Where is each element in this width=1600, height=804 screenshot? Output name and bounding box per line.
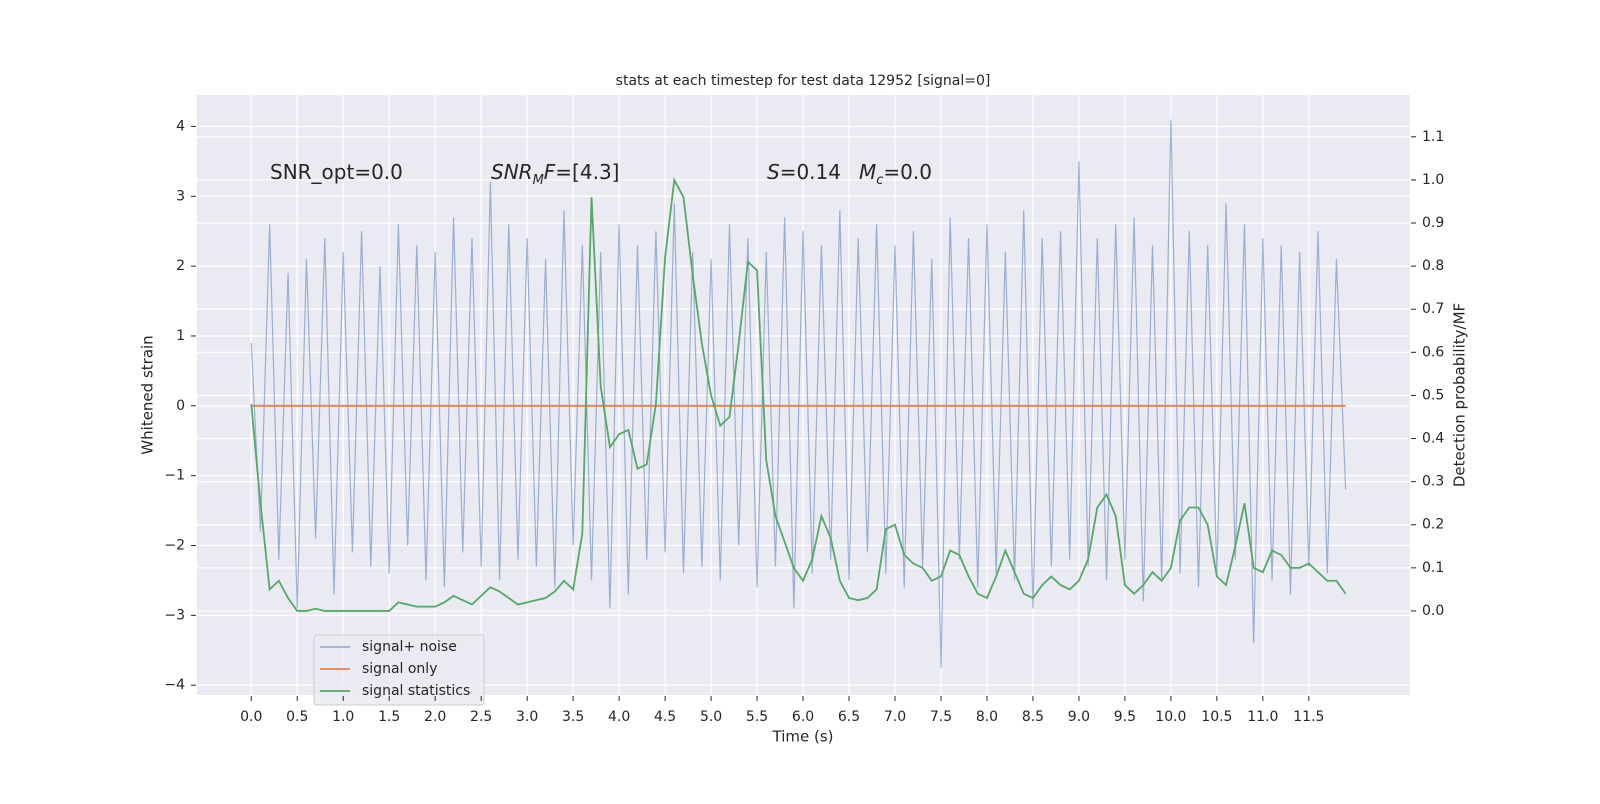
annotation-part: M <box>533 173 544 188</box>
y2-tick-label: 0.0 <box>1422 603 1444 619</box>
chart-title: stats at each timestep for test data 129… <box>616 73 991 89</box>
x-axis-label: Time (s) <box>772 728 834 746</box>
y-tick-label: −1 <box>164 468 185 484</box>
x-tick-label: 0.5 <box>286 709 308 725</box>
lines <box>250 119 1347 668</box>
x-tick-label: 3.5 <box>562 709 584 725</box>
x-tick-label: 7.0 <box>884 709 906 725</box>
x-tick-label: 7.5 <box>930 709 952 725</box>
y-tick-label: 4 <box>176 118 185 134</box>
x-tick-label: 9.0 <box>1068 709 1090 725</box>
x-tick-label: 3.0 <box>516 709 538 725</box>
x-tick-label: 5.5 <box>746 709 768 725</box>
y-tick-label: 2 <box>176 258 185 274</box>
y-tick-label: 3 <box>176 188 185 204</box>
y2-tick-label: 0.1 <box>1422 560 1444 576</box>
annotation: S=0.14 <box>767 160 841 184</box>
x-tick-label: 1.5 <box>378 709 400 725</box>
annotation-part: S <box>767 160 780 184</box>
annotations: SNR_opt=0.0 SNRMF=[4.3] S=0.14 Mc=0.0 <box>270 160 932 189</box>
annotation-part: M <box>859 160 876 184</box>
legend-label: signal statistics <box>362 683 470 699</box>
annotation-part: F <box>544 160 556 184</box>
legend: signal+ noise signal only signal statistic… <box>313 634 485 706</box>
legend-box <box>313 634 485 706</box>
x-tick-label: 5.0 <box>700 709 722 725</box>
y-tick-label: 0 <box>176 398 185 414</box>
y-tick-label: −4 <box>164 677 185 693</box>
x-tick-label: 11.0 <box>1247 709 1278 725</box>
y2-tick-label: 0.2 <box>1422 517 1444 533</box>
y2-tick-label: 0.9 <box>1422 215 1444 231</box>
x-tick-label: 4.0 <box>608 709 630 725</box>
x-tick-label: 8.0 <box>976 709 998 725</box>
y2-tick-label: 0.5 <box>1422 387 1444 403</box>
y2-tick-label: 0.4 <box>1422 431 1444 447</box>
y-tick-label: −2 <box>164 538 185 554</box>
x-tick-label: 6.0 <box>792 709 814 725</box>
annotation-part: SNR <box>491 160 533 184</box>
annotation: SNRMF=[4.3] <box>491 160 619 189</box>
annotation-part: =0.14 <box>780 160 841 184</box>
x-tick-label: 2.5 <box>470 709 492 725</box>
y2-tick-label: 1.1 <box>1422 129 1444 145</box>
x-tick-label: 2.0 <box>424 709 446 725</box>
annotation-part: c <box>876 173 883 188</box>
y2-tick-label: 0.3 <box>1422 474 1444 490</box>
series-line <box>250 119 1347 668</box>
x-tick-label: 10.5 <box>1201 709 1232 725</box>
x-tick-label: 1.0 <box>332 709 354 725</box>
x-tick-label: 6.5 <box>838 709 860 725</box>
annotation-part: SNR_opt=0.0 <box>270 160 403 184</box>
y2-axis-label: Detection probability/MF <box>1451 303 1469 487</box>
x-tick-label: 10.0 <box>1155 709 1186 725</box>
y2-tick-label: 0.6 <box>1422 344 1444 360</box>
annotation-part: =0.0 <box>883 160 932 184</box>
y-axis-label: Whitened strain <box>139 335 157 454</box>
annotation-part: =[4.3] <box>555 160 619 184</box>
y-tick-label: −3 <box>164 607 185 623</box>
legend-label: signal only <box>362 661 437 677</box>
annotation: Mc=0.0 <box>859 160 932 189</box>
x-tick-label: 9.5 <box>1114 709 1136 725</box>
series-line <box>250 176 1347 612</box>
x-tick-label: 11.5 <box>1293 709 1324 725</box>
x-tick-label: 0.0 <box>240 709 262 725</box>
y-tick-label: 1 <box>176 328 185 344</box>
x-tick-label: 4.5 <box>654 709 676 725</box>
y2-tick-label: 1.0 <box>1422 172 1444 188</box>
y2-tick-label: 0.7 <box>1422 301 1444 317</box>
y2-tick-label: 0.8 <box>1422 258 1444 274</box>
x-tick-label: 8.5 <box>1022 709 1044 725</box>
legend-label: signal+ noise <box>362 639 457 655</box>
annotation: SNR_opt=0.0 <box>270 160 403 184</box>
